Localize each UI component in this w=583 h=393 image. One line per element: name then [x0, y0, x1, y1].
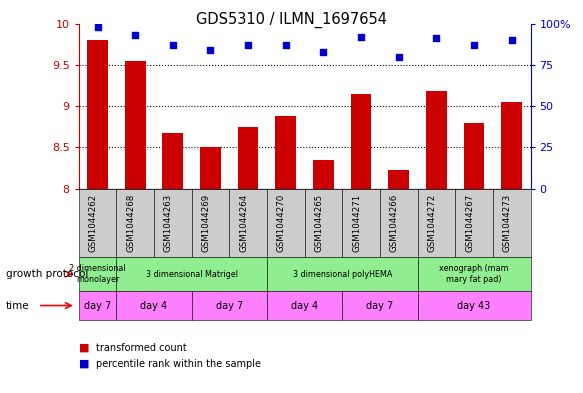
Point — [432, 35, 441, 42]
Text: xenograph (mam
mary fat pad): xenograph (mam mary fat pad) — [439, 264, 509, 284]
Text: GSM1044263: GSM1044263 — [164, 194, 173, 252]
Bar — [313, 160, 334, 189]
Text: day 7: day 7 — [84, 301, 111, 310]
Point — [168, 42, 177, 48]
Point — [469, 42, 479, 48]
Text: ■: ■ — [79, 343, 89, 353]
Text: day 7: day 7 — [216, 301, 243, 310]
Text: GSM1044265: GSM1044265 — [314, 194, 324, 252]
Point — [356, 34, 366, 40]
Point — [93, 24, 102, 30]
Text: GSM1044262: GSM1044262 — [89, 194, 97, 252]
Text: GSM1044273: GSM1044273 — [503, 194, 512, 252]
Bar — [351, 94, 371, 189]
Point — [507, 37, 517, 43]
Bar — [275, 116, 296, 189]
Text: GSM1044264: GSM1044264 — [239, 194, 248, 252]
Bar — [87, 40, 108, 189]
Point — [394, 53, 403, 60]
Bar — [200, 147, 221, 189]
Text: percentile rank within the sample: percentile rank within the sample — [96, 358, 261, 369]
Point — [281, 42, 290, 48]
Point — [206, 47, 215, 53]
Text: 2 dimensional
monolayer: 2 dimensional monolayer — [69, 264, 126, 284]
Bar — [463, 123, 484, 189]
Text: GSM1044266: GSM1044266 — [390, 194, 399, 252]
Bar — [125, 61, 146, 189]
Text: GSM1044272: GSM1044272 — [427, 194, 437, 252]
Bar — [426, 91, 447, 189]
Text: GSM1044268: GSM1044268 — [126, 194, 135, 252]
Text: ■: ■ — [79, 358, 89, 369]
Text: time: time — [6, 301, 30, 310]
Point — [131, 32, 140, 38]
Text: day 4: day 4 — [141, 301, 167, 310]
Text: GSM1044271: GSM1044271 — [352, 194, 361, 252]
Point — [319, 48, 328, 55]
Text: 3 dimensional Matrigel: 3 dimensional Matrigel — [146, 270, 238, 279]
Text: day 43: day 43 — [458, 301, 491, 310]
Text: GDS5310 / ILMN_1697654: GDS5310 / ILMN_1697654 — [196, 12, 387, 28]
Text: day 7: day 7 — [366, 301, 394, 310]
Bar — [163, 132, 183, 189]
Text: GSM1044269: GSM1044269 — [202, 194, 210, 252]
Bar — [238, 127, 258, 189]
Text: transformed count: transformed count — [96, 343, 187, 353]
Bar — [501, 102, 522, 189]
Text: GSM1044267: GSM1044267 — [465, 194, 474, 252]
Point — [244, 42, 253, 48]
Text: 3 dimensional polyHEMA: 3 dimensional polyHEMA — [293, 270, 392, 279]
Text: day 4: day 4 — [291, 301, 318, 310]
Text: GSM1044270: GSM1044270 — [277, 194, 286, 252]
Text: growth protocol: growth protocol — [6, 269, 88, 279]
Bar — [388, 171, 409, 189]
